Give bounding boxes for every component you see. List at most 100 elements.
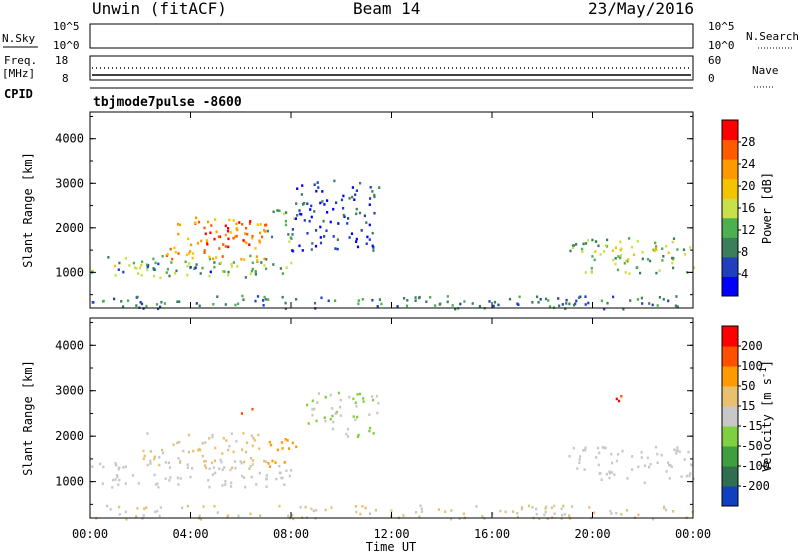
- data-cell: [517, 303, 520, 306]
- data-cell: [164, 477, 167, 481]
- data-cell: [265, 477, 268, 481]
- data-cell: [617, 399, 621, 403]
- data-cell: [612, 258, 615, 262]
- data-cell: [548, 305, 552, 308]
- data-cell: [197, 220, 201, 224]
- site-title: Unwin (fitACF): [92, 0, 227, 18]
- data-cell: [226, 229, 230, 233]
- data-cell: [224, 483, 227, 486]
- data-cell: [156, 509, 159, 513]
- data-cell: [278, 209, 281, 213]
- data-cell: [334, 412, 337, 415]
- data-cell: [205, 239, 209, 242]
- colorbar-swatch: [722, 346, 738, 367]
- data-cell: [224, 480, 227, 483]
- data-cell: [230, 485, 233, 488]
- data-cell: [291, 441, 294, 445]
- data-cell: [199, 518, 202, 521]
- data-cell: [325, 229, 328, 232]
- x-axis-label: Time UT: [366, 540, 417, 554]
- data-cell: [624, 271, 627, 274]
- colorbar-frame: [721, 325, 739, 507]
- data-cell: [245, 241, 248, 245]
- data-cell: [323, 235, 326, 238]
- data-cell: [235, 234, 238, 238]
- data-cell: [420, 507, 423, 511]
- data-cell: [334, 299, 337, 302]
- data-cell: [342, 194, 345, 198]
- data-cell: [351, 195, 354, 199]
- data-cell: [258, 239, 261, 243]
- data-cell: [278, 471, 281, 475]
- colorbar-tick-label: 200: [741, 339, 763, 353]
- data-cell: [169, 476, 172, 479]
- data-cell: [414, 296, 417, 299]
- data-cell: [256, 259, 259, 262]
- data-cell: [213, 265, 216, 269]
- data-cell: [239, 460, 242, 463]
- data-cell: [619, 240, 622, 244]
- data-cell: [152, 267, 155, 270]
- colorbar-swatch: [722, 446, 738, 467]
- data-cell: [117, 467, 120, 471]
- data-cell: [208, 437, 211, 440]
- data-cell: [329, 417, 332, 421]
- data-cell: [355, 240, 358, 243]
- data-cell: [310, 507, 313, 511]
- data-cell: [311, 408, 314, 411]
- data-cell: [568, 302, 571, 306]
- data-cell: [207, 479, 210, 482]
- data-cell: [276, 209, 279, 212]
- data-cell: [232, 261, 235, 264]
- data-cell: [184, 260, 187, 264]
- data-cell: [251, 237, 254, 240]
- data-cell: [334, 247, 337, 250]
- data-cell: [143, 507, 146, 510]
- data-cell: [280, 476, 283, 480]
- data-cell: [600, 478, 603, 481]
- data-cell: [194, 266, 197, 269]
- data-cell: [244, 232, 247, 235]
- data-cell: [204, 464, 207, 467]
- data-cell: [371, 398, 375, 402]
- data-cell: [249, 272, 252, 276]
- data-cell: [209, 270, 212, 274]
- data-cell: [611, 249, 614, 252]
- data-cell: [281, 295, 284, 299]
- data-cell: [609, 510, 612, 513]
- data-cell: [241, 223, 244, 226]
- data-cell: [314, 244, 318, 248]
- data-cell: [278, 504, 281, 508]
- data-cell: [203, 251, 206, 254]
- data-cell: [242, 239, 245, 242]
- data-cell: [488, 300, 491, 303]
- data-cell: [605, 244, 608, 247]
- data-cell: [270, 235, 274, 239]
- data-cell: [287, 447, 291, 450]
- data-cell: [692, 477, 695, 481]
- data-cell: [301, 249, 304, 252]
- data-cell: [201, 441, 204, 445]
- colorbar-swatch: [722, 366, 738, 387]
- colorbar-tick-label: 16: [741, 201, 755, 215]
- data-cell: [229, 468, 232, 472]
- data-cell: [288, 240, 291, 243]
- colorbar-tick-label: -50: [741, 439, 763, 453]
- data-cell: [136, 507, 139, 510]
- data-cell: [628, 237, 631, 240]
- data-cell: [198, 304, 201, 308]
- data-cell: [672, 237, 676, 240]
- data-cell: [376, 411, 379, 415]
- data-cell: [678, 450, 681, 453]
- data-cell: [310, 248, 313, 251]
- data-cell: [214, 446, 217, 450]
- colorbar-label: Power [dB]: [760, 172, 774, 244]
- data-cell: [131, 474, 135, 477]
- data-cell: [284, 219, 287, 223]
- data-cell: [91, 465, 94, 468]
- data-cell: [593, 511, 596, 515]
- data-cell: [536, 295, 539, 299]
- data-cell: [191, 252, 194, 255]
- data-cell: [109, 508, 112, 511]
- data-cell: [208, 467, 211, 470]
